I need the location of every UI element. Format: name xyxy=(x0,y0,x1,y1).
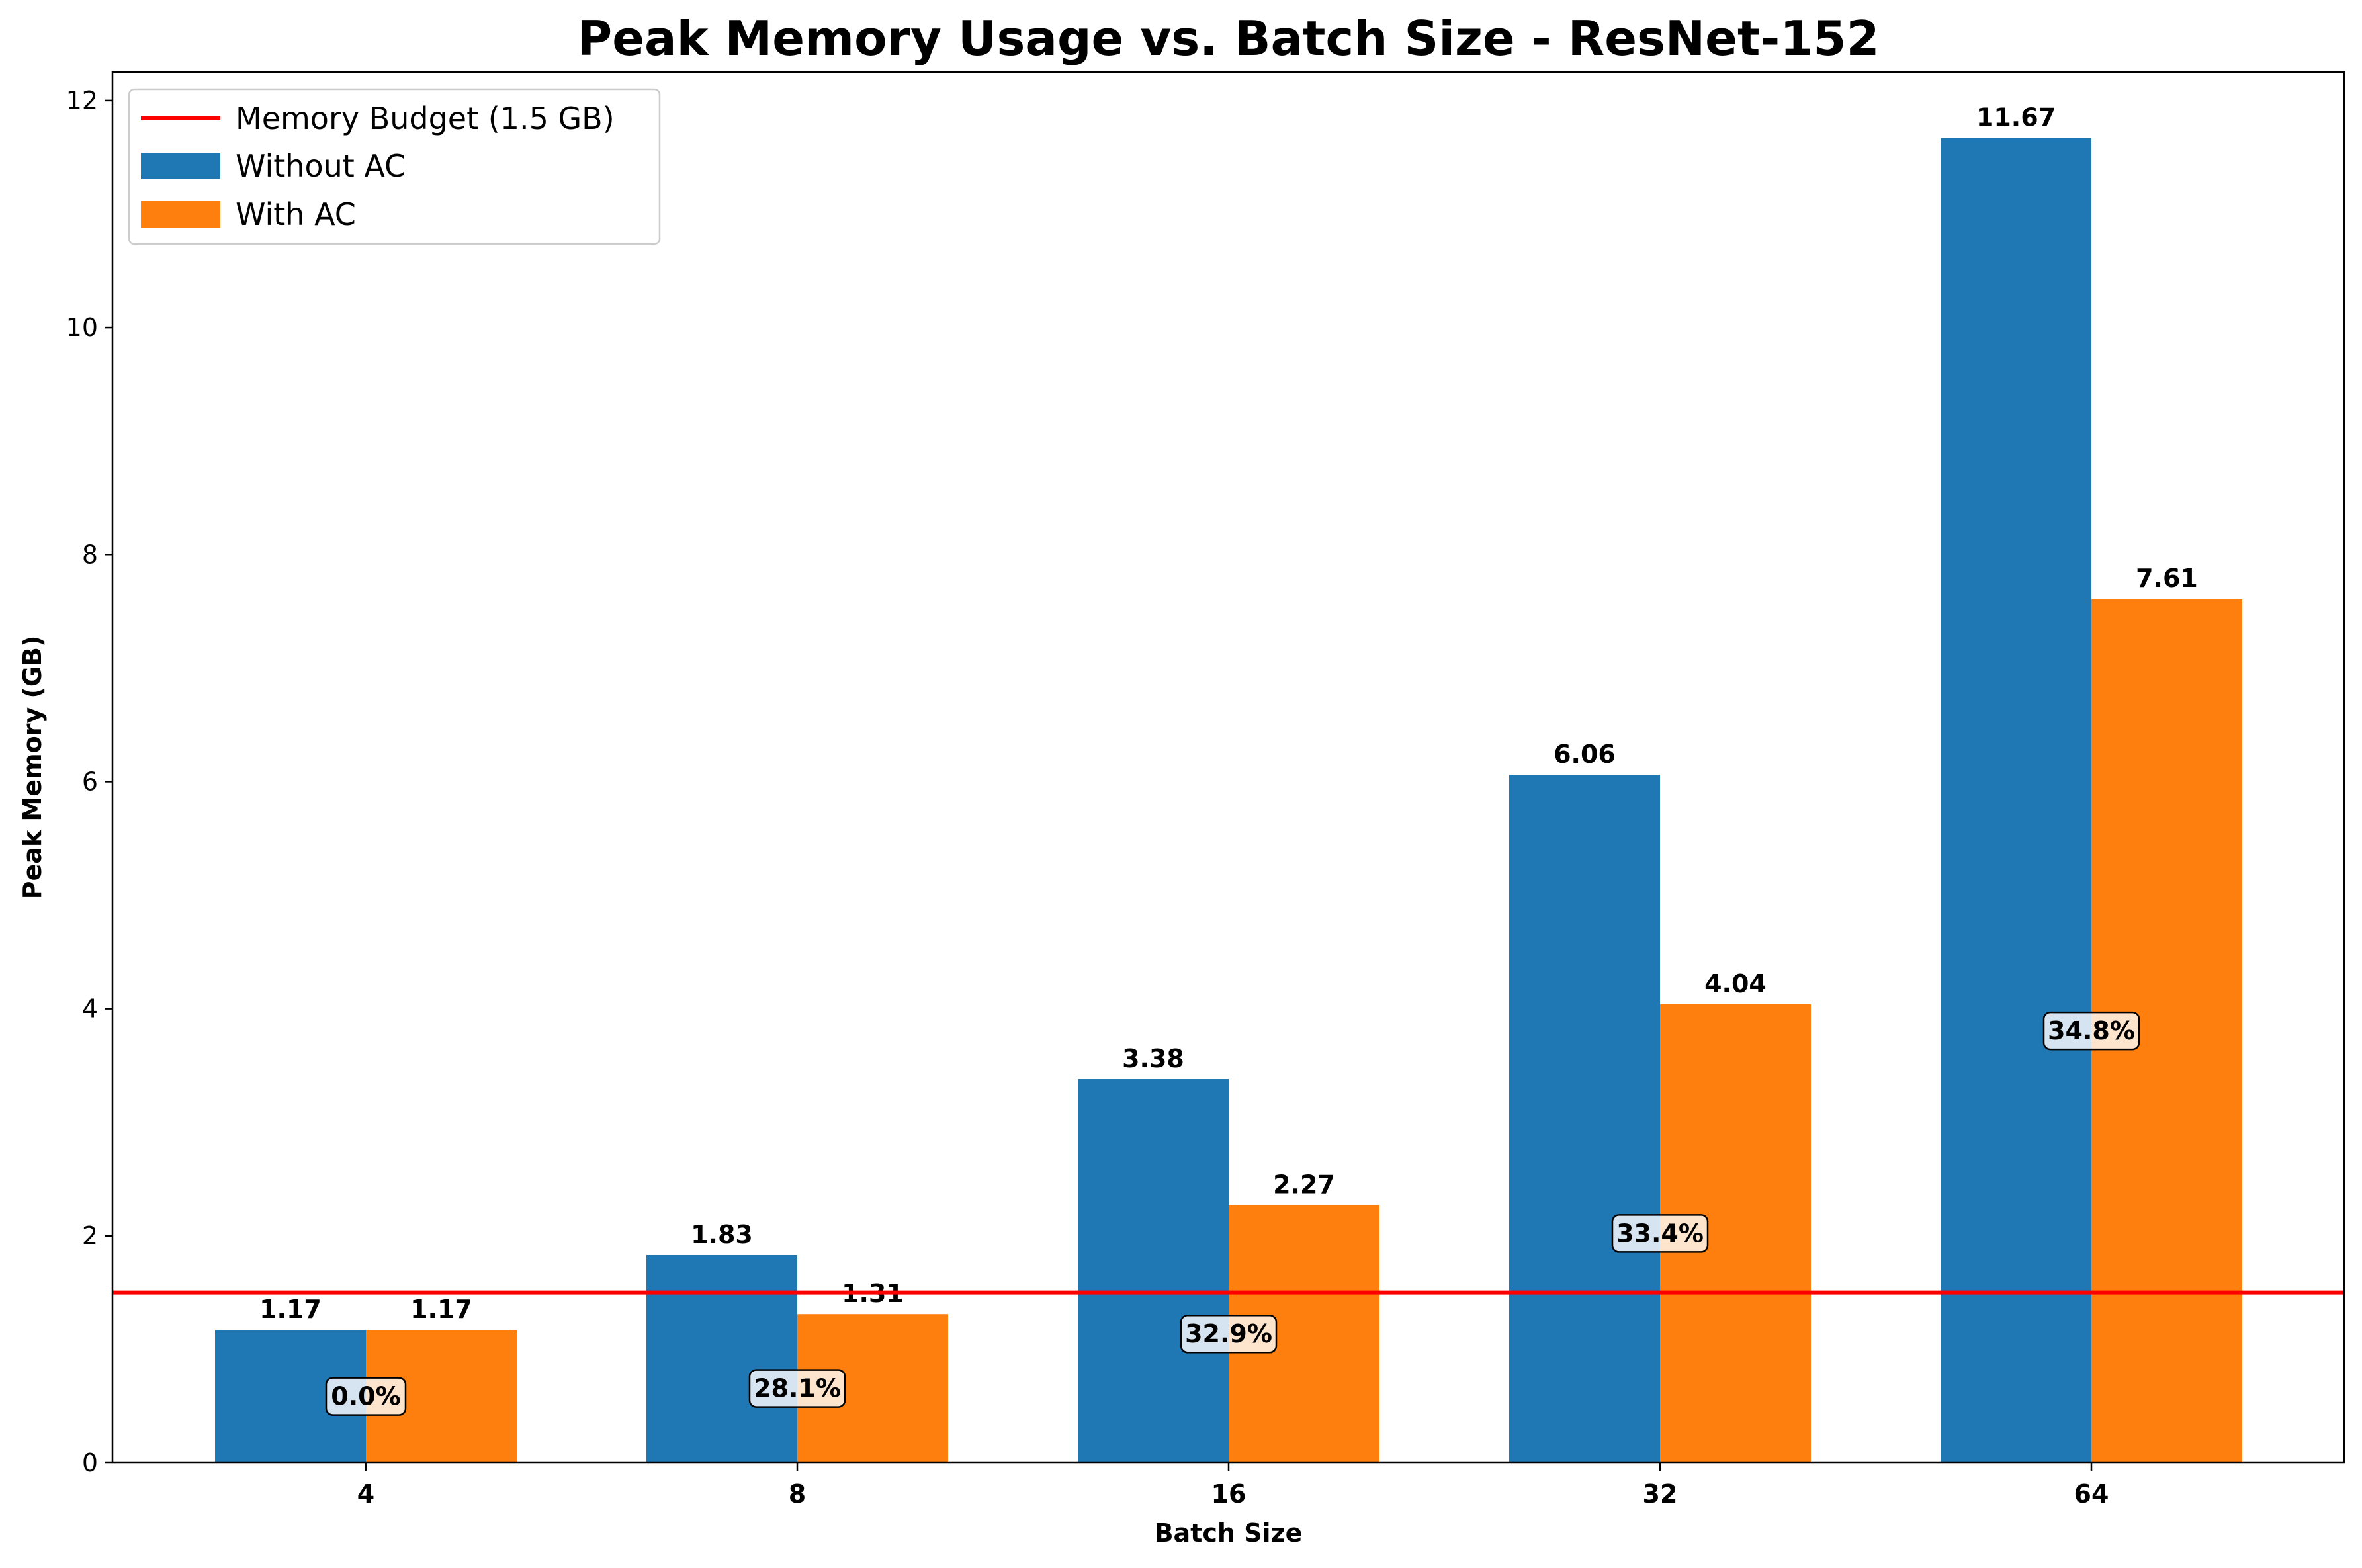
y-tick-label: 2 xyxy=(82,1221,98,1250)
bar-value-label: 3.38 xyxy=(1122,1044,1184,1073)
bar-without-ac xyxy=(1509,775,1660,1463)
chart-title: Peak Memory Usage vs. Batch Size - ResNe… xyxy=(577,11,1879,66)
bar-without-ac xyxy=(646,1254,797,1463)
y-tick-label: 12 xyxy=(66,86,98,115)
reduction-label: 28.1% xyxy=(754,1374,841,1403)
y-axis: 0 2 4 6 8 10 12 xyxy=(66,86,112,1477)
y-axis-label: Peak Memory (GB) xyxy=(18,636,47,900)
reduction-label-box xyxy=(2042,1011,2140,1051)
bar-value-label: 1.17 xyxy=(259,1295,322,1324)
reduction-label-box xyxy=(1180,1314,1278,1354)
bar-without-ac xyxy=(1941,138,2091,1463)
reduction-label: 34.8% xyxy=(2048,1016,2135,1045)
legend-label-without-ac: Without AC xyxy=(236,148,406,184)
y-tick-label: 0 xyxy=(82,1448,98,1477)
bar-value-label: 11.67 xyxy=(1976,103,2056,132)
bar-value-label: 1.17 xyxy=(410,1295,472,1324)
y-tick-label: 4 xyxy=(82,994,98,1024)
x-tick-label: 16 xyxy=(1211,1479,1247,1508)
x-tick-label: 4 xyxy=(357,1479,374,1508)
y-tick-label: 10 xyxy=(66,313,98,342)
reduction-label-box xyxy=(1611,1214,1709,1253)
reduction-label-box xyxy=(748,1369,846,1408)
y-tick-label: 6 xyxy=(82,767,98,796)
legend-frame xyxy=(128,88,661,245)
bar-value-label: 2.27 xyxy=(1273,1170,1335,1199)
legend-swatch-with-ac xyxy=(141,201,220,228)
value-labels: 1.171.833.386.0611.671.171.312.274.047.6… xyxy=(259,103,2198,1325)
legend-label-budget: Memory Budget (1.5 GB) xyxy=(236,101,615,136)
x-tick-label: 32 xyxy=(1643,1479,1678,1508)
bars xyxy=(215,138,2242,1463)
reduction-label: 32.9% xyxy=(1185,1319,1272,1348)
reduction-label-box xyxy=(325,1377,407,1416)
bar-value-label: 4.04 xyxy=(1704,969,1767,998)
bar-value-label: 7.61 xyxy=(2136,564,2198,593)
legend: Memory Budget (1.5 GB) Without AC With AC xyxy=(128,88,661,245)
x-tick-label: 64 xyxy=(2074,1479,2109,1508)
reduction-label: 0.0% xyxy=(331,1382,400,1411)
bar-value-label: 6.06 xyxy=(1553,740,1616,769)
bar-without-ac xyxy=(1078,1079,1229,1463)
legend-label-with-ac: With AC xyxy=(236,196,356,232)
x-axis: 4 8 16 32 64 xyxy=(357,1463,2109,1508)
reduction-labels: 0.0% 28.1% 32.9% 33.4% 34.8% xyxy=(325,1011,2140,1416)
x-tick-label: 8 xyxy=(789,1479,806,1508)
bar-value-label: 1.83 xyxy=(691,1220,753,1249)
reduction-label: 33.4% xyxy=(1616,1219,1704,1248)
legend-swatch-without-ac xyxy=(141,153,220,179)
y-tick-label: 8 xyxy=(82,540,98,569)
x-axis-label: Batch Size xyxy=(1155,1518,1303,1547)
